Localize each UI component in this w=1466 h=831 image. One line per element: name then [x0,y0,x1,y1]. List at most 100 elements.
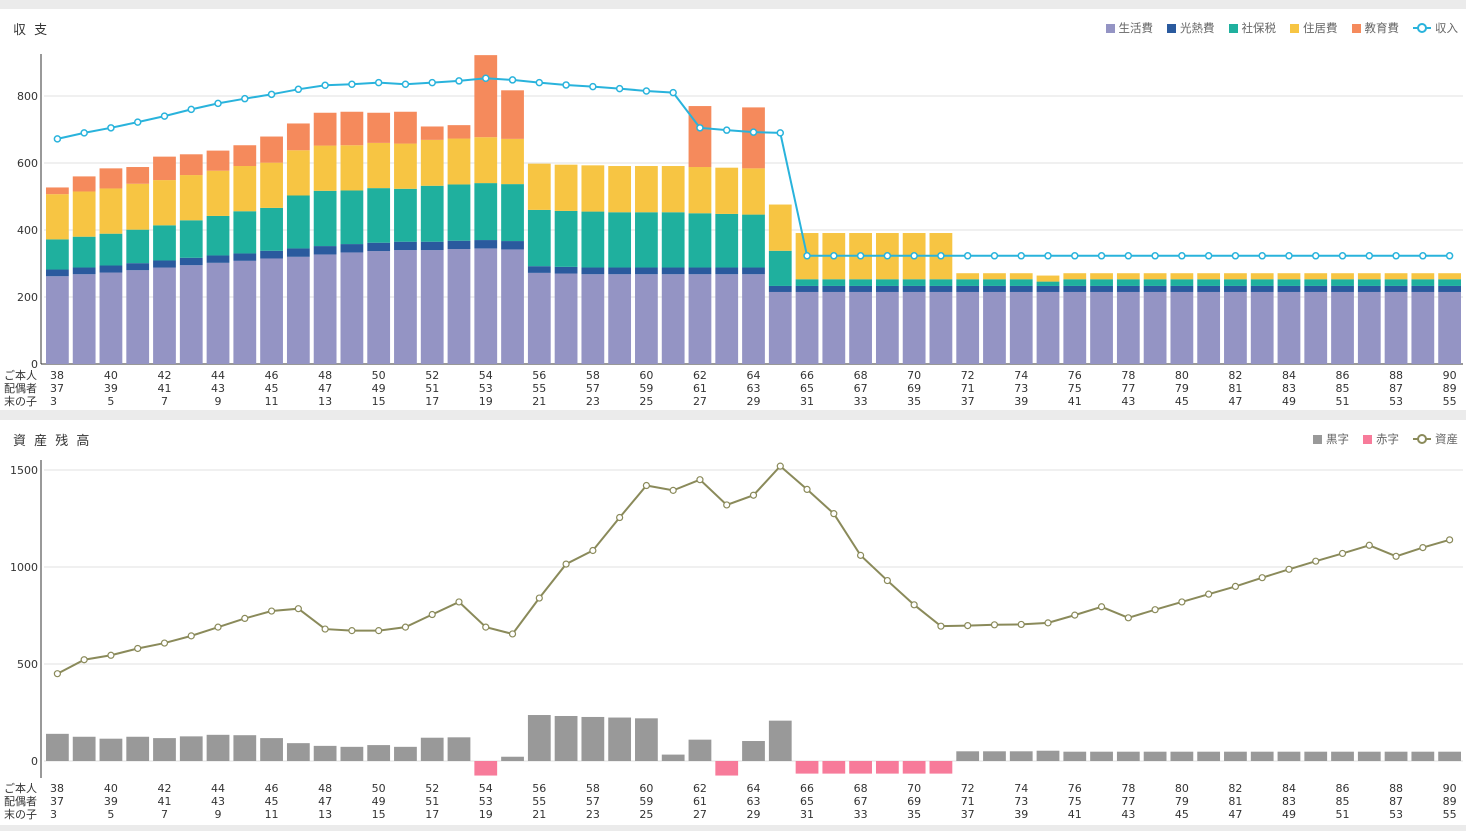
x-tick-label: 86 [1336,369,1350,382]
x-tick-label: 53 [1389,395,1403,408]
x-tick-label: 76 [1068,369,1082,382]
x-tick-label: 52 [425,369,439,382]
x-tick-label: 62 [693,782,707,795]
bar-segment [180,265,203,364]
bar-segment [314,191,337,246]
x-tick-label: 54 [479,782,493,795]
bar-segment [1251,273,1274,279]
x-tick-label: 41 [157,382,171,395]
asset-point [81,657,87,663]
x-tick-label: 11 [265,395,279,408]
income-point [1393,253,1399,259]
x-tick-label: 31 [800,808,814,821]
bar-segment [555,274,578,364]
x-tick-label: 89 [1443,795,1457,808]
bar-segment [153,225,176,260]
x-tick-label: 86 [1336,782,1350,795]
income-point [1152,253,1158,259]
bar-segment [769,292,792,364]
income-point [1420,253,1426,259]
asset-point [724,502,730,508]
x-tick-label: 48 [318,782,332,795]
x-tick-label: 42 [157,782,171,795]
surplus-bar [1385,752,1408,761]
x-tick-label: 7 [161,808,168,821]
bar-segment [1358,286,1381,292]
bar-segment [689,106,712,167]
x-tick-label: 89 [1443,382,1457,395]
bar-segment [1090,292,1113,364]
income-point [1072,253,1078,259]
bar-segment [1411,286,1434,292]
income-point [269,91,275,97]
bar-segment [528,273,551,364]
x-tick-label: 62 [693,369,707,382]
bar-segment [1063,273,1086,279]
bar-segment [474,248,497,364]
deficit-bar [796,761,819,774]
income-point [670,90,676,96]
income-point [242,96,248,102]
bar-segment [1037,282,1060,286]
bar-segment [662,212,685,267]
x-tick-label: 78 [1121,782,1135,795]
x-tick-label: 31 [800,395,814,408]
bar-segment [207,263,230,364]
bar-segment [956,279,979,286]
bar-segment [46,194,69,239]
surplus-bar [341,747,364,761]
income-point [108,125,114,131]
bar-segment [1197,286,1220,292]
y-tick-label: 200 [17,291,38,304]
x-tick-label: 50 [372,369,386,382]
bar-segment [689,274,712,364]
asset-point [670,487,676,493]
bar-segment [715,214,738,268]
bar-segment [715,168,738,214]
x-tick-label: 41 [157,795,171,808]
bar-segment [689,268,712,275]
bar-segment [1278,286,1301,292]
bar-segment [501,90,524,139]
asset-point [135,645,141,651]
asset-point [376,628,382,634]
x-tick-label: 33 [854,808,868,821]
x-tick-label: 53 [1389,808,1403,821]
bar-segment [180,154,203,175]
bar-segment [1170,286,1193,292]
bar-segment [314,146,337,191]
x-tick-label: 80 [1175,782,1189,795]
bar-segment [287,195,310,248]
x-tick-label: 47 [318,382,332,395]
income-point [1366,253,1372,259]
x-tick-label: 51 [1336,395,1350,408]
x-tick-label: 77 [1121,795,1135,808]
x-tick-label: 49 [372,382,386,395]
bar-segment [126,270,149,364]
bar-segment [207,216,230,256]
x-tick-label: 78 [1121,369,1135,382]
asset-point [456,599,462,605]
bar-segment [715,268,738,275]
x-tick-label: 66 [800,369,814,382]
bar-segment [153,268,176,364]
x-tick-label: 45 [265,382,279,395]
asset-point [242,615,248,621]
x-tick-label: 7 [161,395,168,408]
x-tick-label: 29 [747,395,761,408]
bar-segment [528,164,551,210]
bar-segment [903,286,926,292]
bar-segment [1304,292,1327,364]
x-tick-label: 9 [215,808,222,821]
x-tick-label: 21 [532,395,546,408]
bar-segment [1170,273,1193,279]
bar-segment [100,266,123,273]
asset-point [1045,620,1051,626]
bar-segment [287,257,310,364]
bar-segment [876,279,899,286]
x-tick-label: 68 [854,369,868,382]
income-point [456,78,462,84]
x-tick-label: 84 [1282,369,1296,382]
bar-segment [1224,279,1247,286]
bar-segment [849,286,872,292]
